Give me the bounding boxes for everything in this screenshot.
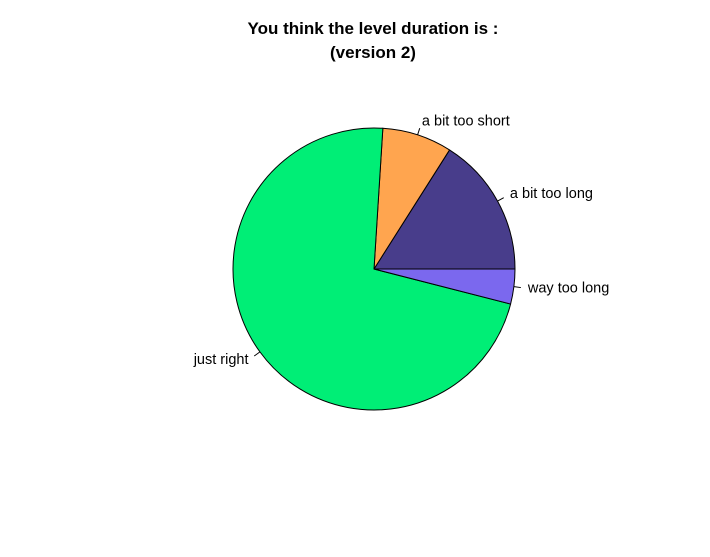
pie-slice-just-right [232,127,512,411]
pie-slice-way-too-long [373,268,516,305]
slice-label: just right [193,352,249,368]
label-tick [513,286,521,289]
chart-title: You think the level duration is : [248,19,499,38]
label-tick [497,197,504,202]
slice-label: a bit too long [510,186,593,202]
slice-label: a bit too short [422,113,510,129]
label-tick [417,128,421,136]
pie-slices [232,127,516,411]
label-tick [253,351,261,357]
slice-label: way too long [527,280,609,296]
chart-subtitle: (version 2) [330,43,416,62]
pie-slice-a-bit-too-long [373,149,516,270]
pie-labels: a bit too long a bit too short just right w… [193,113,610,368]
